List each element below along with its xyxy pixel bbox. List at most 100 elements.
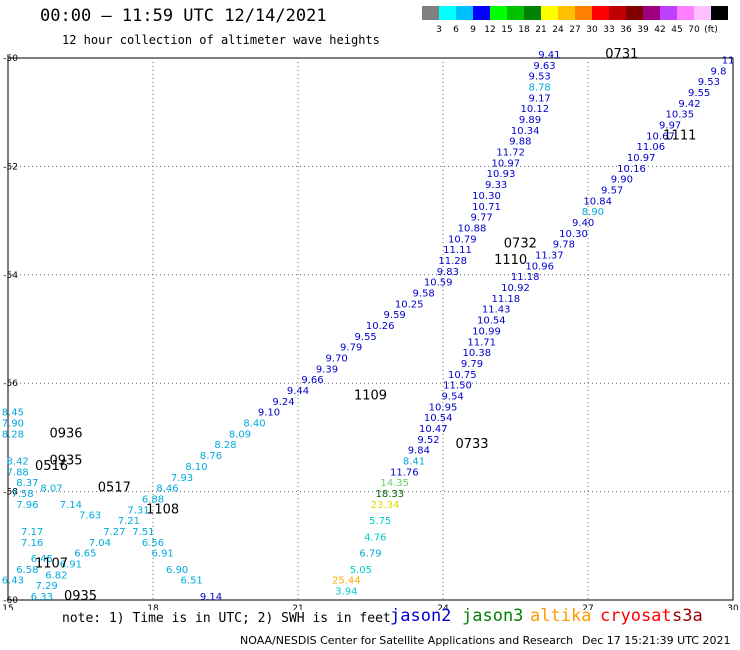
color-swatch: [575, 6, 592, 20]
wave-height-value: 10.47: [419, 424, 448, 435]
wave-height-value: 9.57: [601, 186, 623, 197]
generated-timestamp: Dec 17 15:21:39 UTC 2021: [582, 634, 731, 647]
wave-height-value: 8.28: [2, 429, 24, 440]
color-scale-label: 36: [620, 25, 632, 35]
color-swatch: [626, 6, 643, 20]
color-swatch: [609, 6, 626, 20]
wave-height-value: 11.37: [535, 251, 564, 262]
wave-height-value: 10.84: [583, 196, 612, 207]
wave-height-value: 10.97: [492, 158, 521, 169]
color-scale-bar: 3 6 9 12 15 18 21 24 27 30 33 36 39 42 45 70 (ft): [422, 6, 728, 35]
wave-height-value: 6.56: [142, 538, 164, 549]
wave-height-value: 9.70: [326, 354, 348, 365]
pass-time-label: 0935: [64, 589, 97, 604]
color-swatch: [524, 6, 541, 20]
wave-height-value: 7.29: [36, 581, 58, 592]
wave-height-value: 7.21: [118, 516, 140, 527]
wave-height-value: 10.92: [501, 283, 530, 294]
wave-height-value: 11.72: [496, 148, 525, 159]
footnote: note: 1) Time is in UTC; 2) SWH is in fe…: [62, 611, 391, 626]
wave-height-value: 10.97: [627, 153, 656, 164]
wave-height-value: 8.90: [582, 207, 604, 218]
longitude-tick-label: 30: [727, 604, 739, 610]
wave-height-value: 6.90: [166, 565, 188, 576]
color-swatch: [592, 6, 609, 20]
pass-time-label: 0733: [455, 437, 488, 452]
page-subtitle: 12 hour collection of altimeter wave hei…: [62, 33, 380, 47]
wave-height-value: 6.51: [181, 576, 203, 587]
wave-height-value: 8.76: [200, 451, 222, 462]
color-scale-label: 12: [484, 25, 495, 35]
wave-height-value: 9.10: [258, 408, 280, 419]
legend-cryosat: cryosat: [600, 606, 672, 626]
longitude-tick-label: 15: [2, 604, 13, 610]
pass-time-label: 1108: [146, 502, 179, 517]
wave-height-value: 10.95: [429, 402, 458, 413]
wave-height-value: 9.83: [437, 267, 459, 278]
longitude-tick-label: 27: [582, 604, 593, 610]
wave-height-value: 9.17: [529, 93, 551, 104]
wave-height-value: 10.30: [472, 191, 501, 202]
wave-height-value: 11: [722, 55, 735, 66]
color-swatch: [558, 6, 575, 20]
wave-height-value: 11.50: [443, 381, 472, 392]
wave-height-value: 9.89: [519, 115, 541, 126]
color-swatch: [456, 6, 473, 20]
color-scale-label: 24: [552, 25, 564, 35]
wave-height-value: 9.78: [553, 240, 575, 251]
color-swatch: [677, 6, 694, 20]
wave-height-value: 8.40: [243, 419, 265, 430]
latitude-tick-label: -54: [3, 271, 18, 281]
pass-time-label: 1109: [354, 388, 387, 403]
wave-height-value: 7.58: [11, 489, 33, 500]
latitude-tick-label: -52: [3, 162, 18, 172]
wave-height-value: 6.65: [74, 549, 96, 560]
wave-height-value: 9.58: [413, 288, 435, 299]
credit-text: NOAA/NESDIS Center for Satellite Applica…: [240, 634, 574, 647]
wave-height-value: 9.53: [698, 77, 720, 88]
color-scale-label: 21: [535, 25, 546, 35]
wave-height-value: 8.42: [7, 457, 29, 468]
wave-height-value: 9.90: [611, 175, 633, 186]
wave-height-value: 10.67: [646, 131, 675, 142]
map-frame: [7, 57, 734, 601]
wave-height-value: 10.30: [559, 229, 588, 240]
pass-time-label: 0936: [49, 426, 82, 441]
wave-height-value: 9.54: [442, 391, 464, 402]
wave-height-value: 8.10: [185, 462, 207, 473]
color-scale-label: 39: [637, 25, 649, 35]
color-swatch: [490, 6, 507, 20]
wave-height-value: 7.51: [132, 527, 154, 538]
wave-height-value: 8.07: [40, 484, 62, 495]
wave-height-value: 7.90: [2, 419, 24, 430]
wave-height-value: 7.88: [7, 467, 29, 478]
wave-height-value: 10.26: [366, 321, 395, 332]
wave-height-value: 10.93: [487, 169, 516, 180]
wave-height-value: 6.79: [359, 549, 381, 560]
wave-height-value: 11.18: [492, 294, 521, 305]
wave-height-value: 7.27: [103, 527, 125, 538]
wave-height-value: 6.88: [142, 494, 164, 505]
color-swatch: [422, 6, 439, 20]
wave-height-value: 10.75: [448, 370, 477, 381]
longitude-tick-label: 18: [147, 604, 159, 610]
wave-height-value: 9.88: [509, 137, 531, 148]
wave-height-value: 10.12: [521, 104, 550, 115]
color-scale-label: 42: [654, 25, 665, 35]
longitude-tick-label: 24: [437, 604, 449, 610]
wave-height-value: 10.71: [472, 202, 501, 213]
wave-height-value: 9.52: [417, 435, 439, 446]
wave-height-value: 7.63: [79, 511, 101, 522]
wave-height-value: 9.44: [287, 386, 309, 397]
wave-height-value: 10.96: [525, 261, 554, 272]
wave-height-value: 9.79: [461, 359, 483, 370]
color-scale-label: 6: [453, 25, 459, 35]
color-swatch: [541, 6, 558, 20]
wave-height-value: 7.17: [21, 527, 43, 538]
wave-height-value: 8.78: [529, 83, 551, 94]
pass-time-label: 0935: [49, 454, 82, 469]
wave-height-value: 18.33: [376, 489, 405, 500]
wave-height-value: 9.55: [355, 332, 377, 343]
longitude-tick-label: 21: [292, 604, 303, 610]
wave-height-value: 9.97: [659, 120, 681, 131]
